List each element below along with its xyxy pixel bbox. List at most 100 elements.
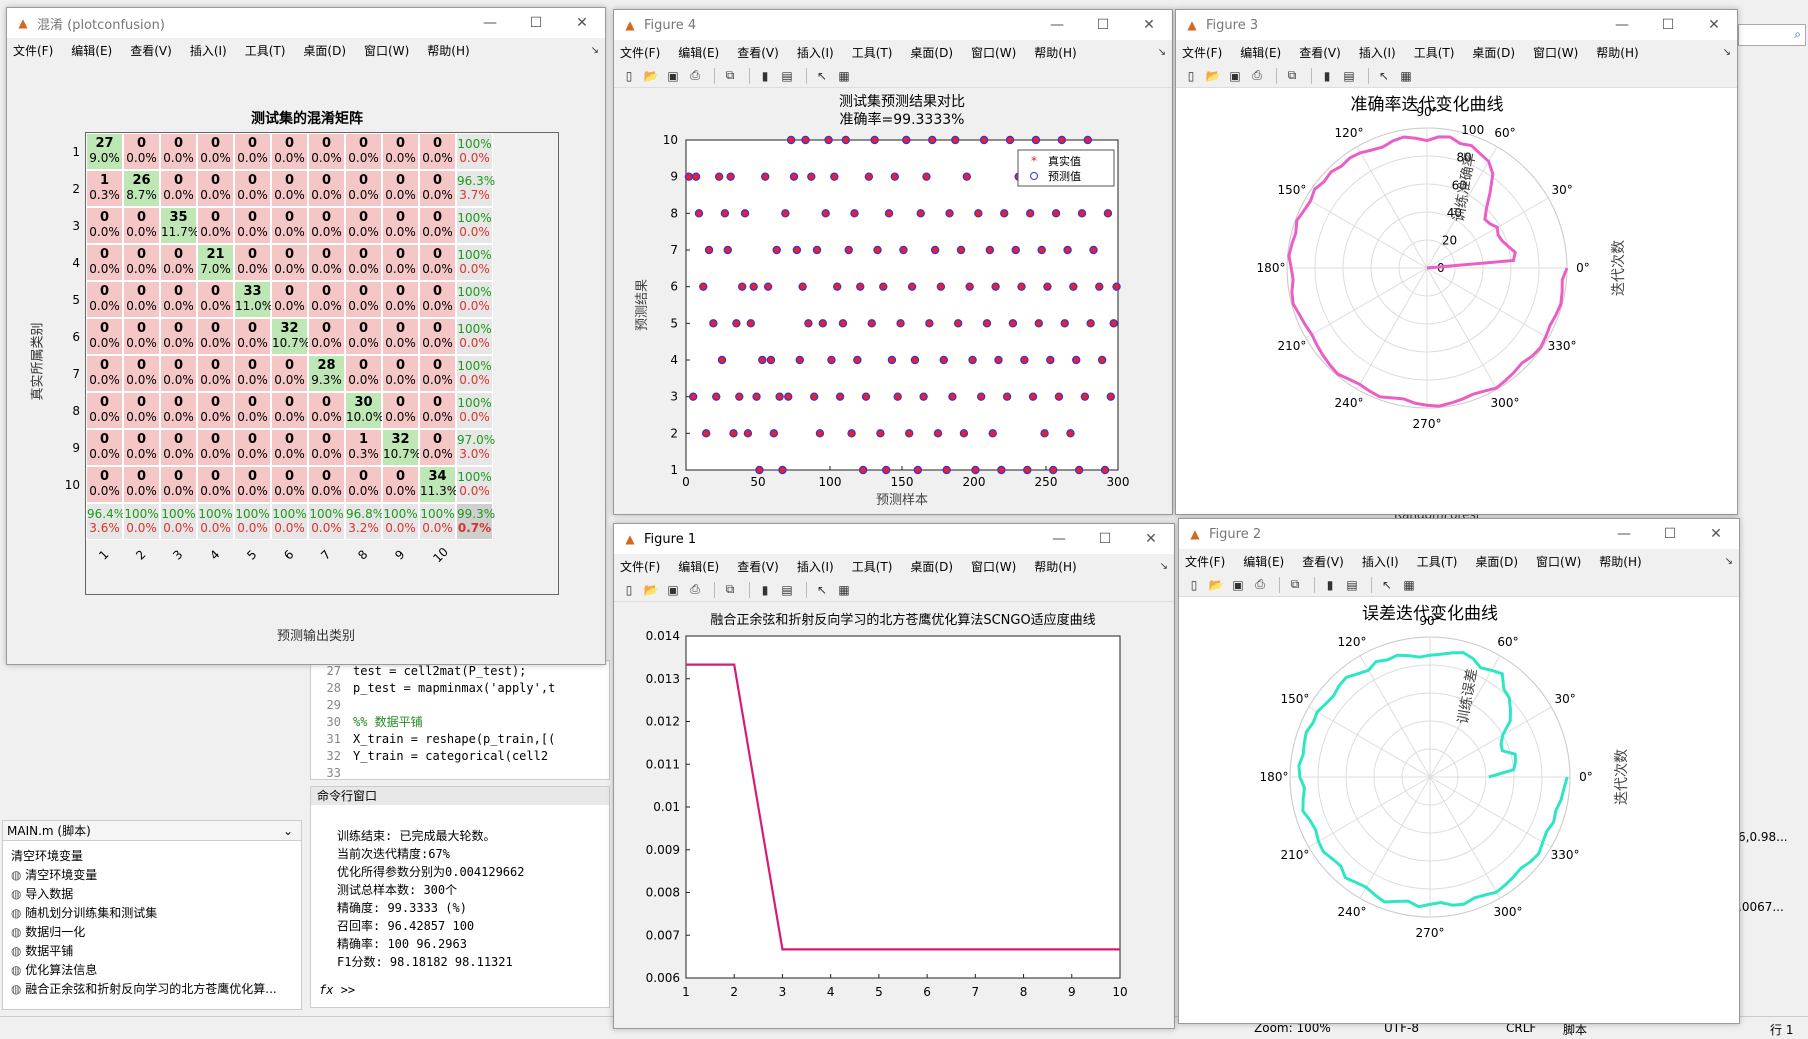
menu-item[interactable]: 文件(F) <box>13 43 54 58</box>
property-editor-icon[interactable]: ▦ <box>1403 577 1415 592</box>
menu-item[interactable]: 帮助(H) <box>427 43 470 58</box>
title-bar[interactable]: ▲ Figure 3 — ☐ ✕ <box>1176 10 1737 40</box>
close-button[interactable]: ✕ <box>1710 526 1722 542</box>
section-item[interactable]: ◍ 数据平铺 <box>11 944 74 958</box>
maximize-button[interactable]: ☐ <box>1096 17 1110 33</box>
maximize-button[interactable]: ☐ <box>1098 531 1112 547</box>
colorbar-icon[interactable]: ▮ <box>1323 68 1331 83</box>
dock-arrow-icon[interactable]: ↘ <box>590 44 599 56</box>
colorbar-icon[interactable]: ▮ <box>761 582 769 597</box>
open-icon[interactable]: 📂 <box>643 582 659 597</box>
menu-item[interactable]: 文件(F) <box>620 45 661 60</box>
open-icon[interactable]: 📂 <box>643 68 659 83</box>
minimize-button[interactable]: — <box>1615 17 1629 33</box>
menu-item[interactable]: 桌面(D) <box>1475 554 1519 569</box>
open-icon[interactable]: 📂 <box>1208 577 1224 592</box>
save-icon[interactable]: ▣ <box>667 582 679 597</box>
new-figure-icon[interactable]: ▯ <box>1190 577 1198 592</box>
save-icon[interactable]: ▣ <box>1232 577 1244 592</box>
link-plot-icon[interactable]: ⧉ <box>725 68 735 82</box>
new-figure-icon[interactable]: ▯ <box>1187 68 1195 83</box>
print-icon[interactable]: ⎙ <box>1255 577 1265 591</box>
save-icon[interactable]: ▣ <box>667 68 679 83</box>
menu-item[interactable]: 插入(I) <box>1361 554 1399 569</box>
menu-item[interactable]: 桌面(D) <box>910 559 954 574</box>
legend-icon[interactable]: ▤ <box>781 582 793 597</box>
maximize-button[interactable]: ☐ <box>1663 526 1677 542</box>
maximize-button[interactable]: ☐ <box>529 15 543 31</box>
legend-icon[interactable]: ▤ <box>781 68 793 83</box>
close-button[interactable]: ✕ <box>576 15 588 31</box>
minimize-button[interactable]: — <box>1052 531 1066 547</box>
link-plot-icon[interactable]: ⧉ <box>725 582 735 596</box>
menu-item[interactable]: 编辑(E) <box>678 45 720 60</box>
minimize-button[interactable]: — <box>483 15 497 31</box>
link-plot-icon[interactable]: ⧉ <box>1290 577 1300 591</box>
menu-item[interactable]: 窗口(W) <box>364 43 410 58</box>
legend-icon[interactable]: ▤ <box>1343 68 1355 83</box>
section-item[interactable]: ◍ 优化算法信息 <box>11 963 98 977</box>
menu-item[interactable]: 文件(F) <box>1185 554 1226 569</box>
section-item[interactable]: ◍ 数据归一化 <box>11 925 86 939</box>
menu-item[interactable]: 文件(F) <box>620 559 661 574</box>
section-item[interactable]: ◍ 清空环境变量 <box>11 868 98 882</box>
menu-item[interactable]: 帮助(H) <box>1034 559 1077 574</box>
menu-item[interactable]: 窗口(W) <box>971 559 1017 574</box>
menu-item[interactable]: 插入(I) <box>1358 45 1396 60</box>
title-bar[interactable]: ▲ Figure 4 — ☐ ✕ <box>614 10 1172 40</box>
legend-icon[interactable]: ▤ <box>1346 577 1358 592</box>
menu-item[interactable]: 窗口(W) <box>1536 554 1582 569</box>
section-item[interactable]: 清空环境变量 <box>11 849 84 863</box>
figure1-window[interactable]: ▲ Figure 1 — ☐ ✕ 文件(F) 编辑(E) 查看(V) 插入(I) 工具(T) 桌… <box>613 523 1175 1029</box>
menu-item[interactable]: 查看(V) <box>737 559 779 574</box>
menu-item[interactable]: 工具(T) <box>851 559 893 574</box>
print-icon[interactable]: ⎙ <box>1252 68 1262 82</box>
menu-item[interactable]: 帮助(H) <box>1034 45 1077 60</box>
menu-item[interactable]: 编辑(E) <box>1240 45 1282 60</box>
command-prompt[interactable]: fx >> <box>319 983 356 997</box>
menu-item[interactable]: 查看(V) <box>1302 554 1344 569</box>
new-figure-icon[interactable]: ▯ <box>625 582 633 597</box>
figure4-window[interactable]: ▲ Figure 4 — ☐ ✕ 文件(F) 编辑(E) 查看(V) 插入(I) 工具(T) 桌… <box>613 9 1173 515</box>
link-plot-icon[interactable]: ⧉ <box>1287 68 1297 82</box>
property-editor-icon[interactable]: ▦ <box>838 582 850 597</box>
new-figure-icon[interactable]: ▯ <box>625 68 633 83</box>
menu-item[interactable]: 编辑(E) <box>1243 554 1285 569</box>
close-button[interactable]: ✕ <box>1145 531 1157 547</box>
menu-item[interactable]: 插入(I) <box>796 45 834 60</box>
menu-item[interactable]: 工具(T) <box>1416 554 1458 569</box>
confusion-window[interactable]: ▲ 混淆 (plotconfusion) — ☐ ✕ 文件(F) 编辑(E) 查看(V) 插… <box>6 7 606 665</box>
menu-item[interactable]: 查看(V) <box>130 43 172 58</box>
property-editor-icon[interactable]: ▦ <box>1400 68 1412 83</box>
open-icon[interactable]: 📂 <box>1205 68 1221 83</box>
colorbar-icon[interactable]: ▮ <box>1326 577 1334 592</box>
menu-item[interactable]: 编辑(E) <box>71 43 113 58</box>
menu-item[interactable]: 桌面(D) <box>303 43 347 58</box>
section-item[interactable]: ◍ 融合正余弦和折射反向学习的北方苍鹰优化算... <box>11 982 277 996</box>
figure3-window[interactable]: ▲ Figure 3 — ☐ ✕ 文件(F) 编辑(E) 查看(V) 插入(I) 工具(T) 桌… <box>1175 9 1738 515</box>
title-bar[interactable]: ▲ 混淆 (plotconfusion) — ☐ ✕ <box>7 8 605 38</box>
dock-arrow-icon[interactable]: ↘ <box>1159 560 1168 572</box>
property-editor-icon[interactable]: ▦ <box>838 68 850 83</box>
right-search-box[interactable]: ⌕ <box>1738 24 1806 46</box>
menu-item[interactable]: 工具(T) <box>244 43 286 58</box>
menu-item[interactable]: 插入(I) <box>796 559 834 574</box>
close-button[interactable]: ✕ <box>1708 17 1720 33</box>
menu-item[interactable]: 工具(T) <box>851 45 893 60</box>
dock-arrow-icon[interactable]: ↘ <box>1157 46 1166 58</box>
menu-item[interactable]: 查看(V) <box>1299 45 1341 60</box>
colorbar-icon[interactable]: ▮ <box>761 68 769 83</box>
section-item[interactable]: ◍ 随机划分训练集和测试集 <box>11 906 158 920</box>
maximize-button[interactable]: ☐ <box>1661 17 1675 33</box>
title-bar[interactable]: ▲ Figure 2 — ☐ ✕ <box>1179 519 1739 549</box>
menu-item[interactable]: 窗口(W) <box>1533 45 1579 60</box>
script-selector[interactable]: MAIN.m (脚本) ⌄ <box>3 821 301 841</box>
menu-item[interactable]: 桌面(D) <box>1472 45 1516 60</box>
pointer-icon[interactable]: ↖ <box>1381 577 1393 592</box>
title-bar[interactable]: ▲ Figure 1 — ☐ ✕ <box>614 524 1174 554</box>
print-icon[interactable]: ⎙ <box>690 582 700 596</box>
print-icon[interactable]: ⎙ <box>690 68 700 82</box>
menu-item[interactable]: 帮助(H) <box>1596 45 1639 60</box>
save-icon[interactable]: ▣ <box>1229 68 1241 83</box>
section-item[interactable]: ◍ 导入数据 <box>11 887 74 901</box>
